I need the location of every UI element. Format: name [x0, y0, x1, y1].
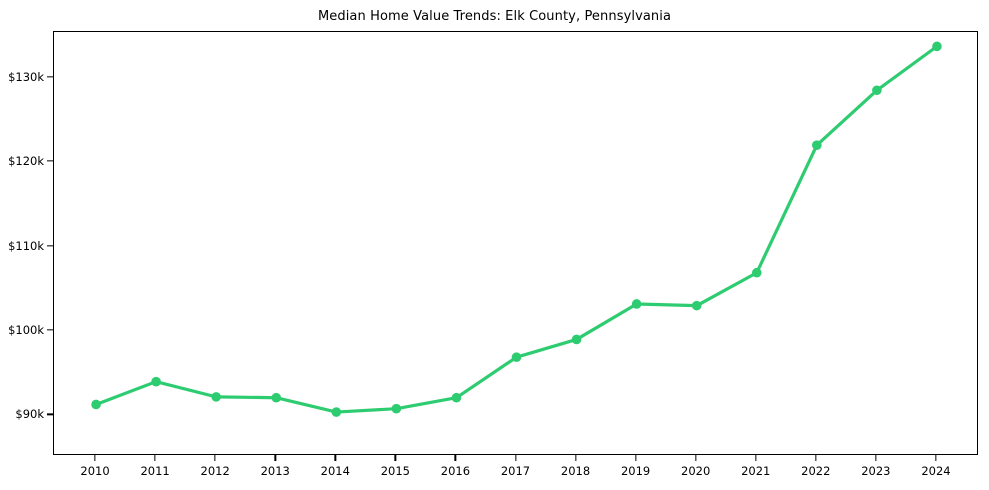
data-point-marker [571, 334, 582, 345]
data-point-marker [872, 85, 882, 96]
x-axis-tick-label: 2022 [801, 464, 831, 478]
y-axis-tick-label: $120k [8, 154, 44, 169]
data-point-marker [91, 399, 101, 410]
x-axis-tick-label: 2015 [380, 464, 410, 478]
x-axis-tick-label: 2021 [741, 464, 771, 478]
line-series-svg [91, 41, 942, 417]
data-point-marker [331, 407, 342, 417]
x-axis-tick-mark [214, 455, 216, 461]
chart-title: Median Home Value Trends: Elk County, Pe… [317, 9, 672, 24]
x-axis-tick-label: 2013 [260, 464, 290, 478]
y-axis-tick-label: $100k [8, 322, 44, 337]
y-axis-tick-mark [47, 244, 53, 247]
data-point-marker [751, 267, 762, 278]
x-axis-tick-mark [274, 455, 276, 461]
x-axis-tick-label: 2024 [921, 464, 951, 478]
x-axis-tick-label: 2023 [861, 464, 891, 478]
plot-area [53, 31, 978, 455]
x-axis-tick-mark [574, 455, 577, 461]
x-axis-tick-label: 2014 [320, 464, 350, 478]
y-axis-tick-mark [47, 413, 53, 416]
x-axis-tick-label: 2017 [500, 464, 531, 478]
x-axis-tick-label: 2012 [200, 464, 230, 478]
x-axis-tick-mark [94, 455, 96, 461]
x-axis-tick-mark [875, 455, 877, 461]
y-axis-tick-label: $130k [8, 69, 44, 84]
y-axis-tick-label: $90k [15, 407, 44, 422]
y-axis-tick-label: $110k [8, 238, 44, 253]
x-axis-tick-label: 2019 [620, 464, 651, 478]
x-axis-tick-label: 2020 [681, 464, 711, 478]
x-axis-tick-label: 2016 [440, 464, 471, 478]
data-point-marker [932, 41, 942, 52]
x-axis-tick-mark [514, 455, 517, 461]
x-axis-tick-mark [815, 455, 817, 461]
x-axis-tick-mark [755, 455, 757, 461]
y-axis-tick-mark [47, 75, 53, 78]
data-point-marker [451, 392, 462, 403]
data-point-marker [631, 299, 642, 309]
data-point-marker [691, 300, 702, 311]
x-axis-tick-mark [695, 455, 697, 461]
x-axis-tick-label: 2018 [560, 464, 591, 478]
series-markers [91, 41, 942, 417]
data-point-marker [151, 376, 161, 387]
x-axis-tick-mark [634, 455, 637, 461]
x-axis-tick-label: 2010 [80, 464, 110, 478]
data-point-marker [211, 392, 221, 402]
x-axis-tick-mark [935, 455, 937, 461]
x-axis-tick-mark [454, 455, 457, 461]
data-point-marker [511, 352, 522, 362]
data-point-marker [391, 403, 402, 414]
data-point-marker [812, 140, 822, 150]
y-axis-tick-mark [47, 329, 53, 331]
x-axis-tick-mark [334, 455, 336, 461]
x-axis-tick-label: 2011 [140, 464, 170, 478]
x-axis-tick-mark [154, 455, 156, 461]
data-point-marker [271, 392, 282, 403]
x-axis-tick-mark [394, 455, 397, 461]
y-axis-tick-mark [47, 160, 53, 162]
